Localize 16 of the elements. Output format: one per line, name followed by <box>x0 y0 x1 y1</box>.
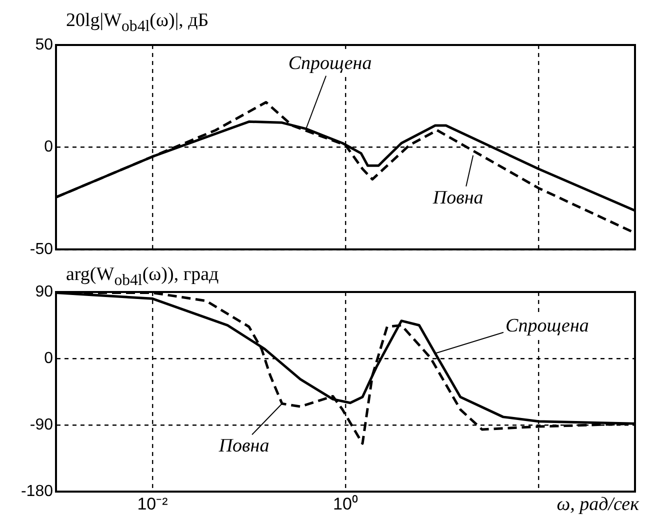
y-tick-label: -50 <box>30 240 54 258</box>
y-tick-label: 0 <box>44 138 54 156</box>
annotation: Спрощена <box>506 315 589 336</box>
x-tick-label: 10⁻² <box>137 494 168 514</box>
annotation: Спрощена <box>288 52 372 74</box>
annotation: Повна <box>432 187 484 208</box>
y-tick-label: -180 <box>20 483 54 500</box>
y-tick-label: 0 <box>44 350 54 367</box>
y-axis-title: 20lg|W$_{ob4l}$(ω)|, дБ <box>66 10 209 36</box>
x-axis-title: ω, рад/сек <box>556 494 639 516</box>
y-tick-label: 90 <box>35 283 54 300</box>
annotation: Повна <box>218 436 270 457</box>
y-tick-label: 50 <box>35 36 54 54</box>
y-axis-title: arg(W$_{ob4l}$(ω)), град <box>66 264 219 290</box>
y-tick-label: -90 <box>30 416 54 434</box>
x-tick-label: 10⁰ <box>333 494 358 514</box>
